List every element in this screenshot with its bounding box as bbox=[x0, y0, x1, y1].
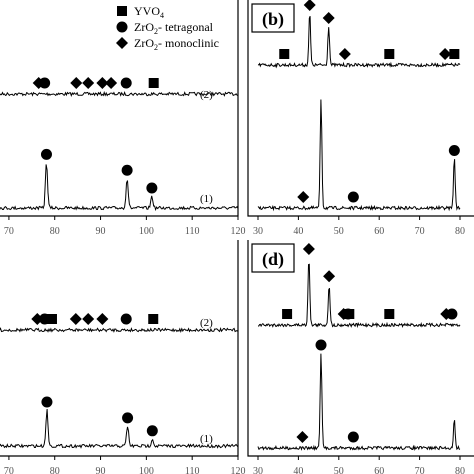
marker-diamond-b bbox=[322, 12, 335, 24]
trace-a-1 bbox=[0, 164, 239, 212]
marker-square-a bbox=[148, 78, 159, 88]
series-label-c-1: (1) bbox=[200, 433, 213, 445]
marker-diamond-c bbox=[69, 313, 82, 325]
marker-square-c bbox=[148, 314, 159, 324]
x-tick-label-c: 90 bbox=[96, 466, 106, 474]
trace-b-1 bbox=[257, 99, 461, 212]
marker-circle-a bbox=[40, 148, 52, 160]
legend-label-yvo4: YVO4 bbox=[134, 4, 164, 20]
marker-circle-d bbox=[347, 431, 359, 443]
marker-square-d bbox=[384, 309, 395, 319]
marker-diamond-c bbox=[96, 313, 109, 325]
legend-circle-marker bbox=[116, 21, 128, 33]
x-tick-label-b: 30 bbox=[253, 226, 263, 237]
x-tick-label-d: 70 bbox=[415, 466, 425, 474]
x-tick-label-b: 70 bbox=[415, 226, 425, 237]
legend-label-monoclinic: ZrO2- monoclinic bbox=[134, 36, 219, 52]
x-tick-label-a: 70 bbox=[4, 226, 14, 237]
x-tick-label-c: 80 bbox=[50, 466, 60, 474]
marker-diamond-d bbox=[323, 270, 336, 283]
trace-c-0 bbox=[0, 326, 239, 333]
x-tick-label-a: 80 bbox=[50, 226, 60, 237]
marker-circle-c bbox=[41, 396, 53, 408]
marker-diamond-b bbox=[297, 191, 310, 203]
marker-diamond-b bbox=[338, 48, 351, 60]
marker-circle-b bbox=[448, 145, 460, 156]
marker-diamond-a bbox=[70, 77, 83, 89]
panel-d-frame bbox=[247, 240, 474, 457]
marker-circle-c bbox=[120, 313, 132, 325]
series-label-c-0: (2) bbox=[200, 317, 213, 329]
x-tick-label-d: 30 bbox=[253, 466, 263, 474]
trace-d-0 bbox=[258, 263, 461, 329]
panel-label-box-b bbox=[251, 3, 295, 33]
x-tick-label-b: 60 bbox=[374, 226, 384, 237]
marker-diamond-d bbox=[302, 243, 315, 255]
marker-square-b bbox=[384, 49, 395, 59]
marker-circle-a bbox=[120, 77, 132, 89]
x-tick-label-b: 50 bbox=[334, 226, 344, 237]
marker-circle-b bbox=[347, 191, 359, 203]
x-tick-label-c: 110 bbox=[185, 466, 200, 474]
legend: YVO4 ZrO2- tetragonal ZrO2- monoclinic bbox=[116, 4, 219, 52]
marker-square-b bbox=[449, 49, 460, 59]
marker-diamond-a bbox=[105, 77, 118, 89]
x-tick-label-d: 40 bbox=[293, 466, 303, 474]
marker-diamond-c bbox=[82, 313, 95, 325]
panel-label-b: (b) bbox=[262, 9, 284, 30]
marker-circle-a bbox=[39, 77, 51, 89]
marker-square-d bbox=[282, 309, 293, 319]
marker-circle-d bbox=[446, 308, 458, 320]
series-label-a-1: (1) bbox=[200, 193, 213, 205]
x-tick-label-a: 110 bbox=[185, 226, 200, 237]
marker-circle-a bbox=[146, 182, 158, 194]
marker-diamond-a bbox=[96, 77, 109, 89]
panel-b-frame bbox=[247, 0, 474, 217]
legend-label-tetragonal: ZrO2- tetragonal bbox=[134, 20, 214, 36]
x-tick-label-d: 50 bbox=[334, 466, 344, 474]
legend-diamond-marker bbox=[116, 37, 128, 49]
marker-circle-c bbox=[122, 412, 134, 424]
marker-diamond-a bbox=[82, 77, 95, 89]
x-tick-label-a: 90 bbox=[96, 226, 106, 237]
x-tick-label-c: 70 bbox=[4, 466, 14, 474]
marker-circle-d bbox=[315, 339, 327, 351]
marker-square-d bbox=[344, 309, 355, 319]
x-tick-label-d: 60 bbox=[374, 466, 384, 474]
trace-b-0 bbox=[257, 16, 461, 69]
x-tick-label-b: 40 bbox=[293, 226, 303, 237]
marker-square-c bbox=[46, 314, 57, 324]
marker-circle-c bbox=[146, 425, 158, 437]
x-tick-label-c: 120 bbox=[231, 466, 246, 474]
trace-d-1 bbox=[257, 353, 461, 452]
marker-diamond-d bbox=[296, 431, 309, 443]
panel-label-box-d bbox=[251, 243, 295, 273]
x-tick-label-a: 120 bbox=[231, 226, 246, 237]
series-label-a-0: (2) bbox=[200, 89, 213, 101]
marker-circle-a bbox=[121, 164, 133, 176]
x-tick-label-c: 100 bbox=[139, 466, 154, 474]
panel-label-d: (d) bbox=[262, 249, 284, 270]
trace-a-0 bbox=[0, 90, 239, 98]
x-tick-label-d: 80 bbox=[455, 466, 465, 474]
marker-square-b bbox=[279, 49, 290, 59]
marker-diamond-b bbox=[303, 0, 316, 11]
trace-c-1 bbox=[0, 408, 239, 449]
legend-square-marker bbox=[117, 6, 127, 16]
x-tick-label-a: 100 bbox=[139, 226, 154, 237]
marker-diamond-b bbox=[439, 48, 452, 60]
panel-c-frame bbox=[0, 240, 239, 457]
x-tick-label-b: 80 bbox=[455, 226, 465, 237]
